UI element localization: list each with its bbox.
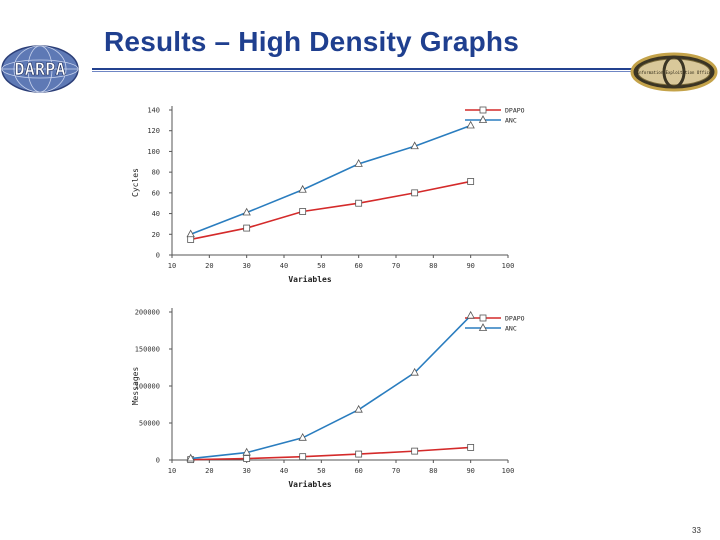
legend-label-anc: ANC	[505, 325, 517, 333]
data-point-anc	[410, 141, 419, 150]
legend-marker	[479, 106, 487, 114]
x-tick-label: 40	[280, 262, 288, 270]
data-point-anc	[354, 159, 363, 167]
data-point-dpapo	[467, 444, 475, 451]
y-tick-label: 80	[152, 169, 160, 177]
data-point-dpapo	[411, 189, 419, 197]
y-tick-label: 120	[147, 127, 160, 135]
legend-marker	[479, 314, 487, 322]
ixo-seal-logo: Information Exploitation Office	[630, 52, 718, 92]
x-tick-label: 10	[168, 467, 176, 475]
x-tick-label: 90	[466, 467, 474, 475]
data-point-anc	[298, 184, 307, 193]
legend-label-anc: ANC	[505, 117, 517, 125]
y-axis-label: Cycles	[131, 168, 140, 197]
y-tick-label: 40	[152, 210, 160, 218]
data-point-dpapo	[411, 447, 419, 455]
x-tick-label: 10	[168, 262, 176, 270]
title-divider	[92, 68, 632, 70]
data-point-anc	[186, 453, 195, 462]
data-point-dpapo	[187, 236, 195, 243]
legend-marker	[478, 323, 488, 331]
darpa-logo: DARPA	[1, 45, 79, 93]
legend-label-dpapo: DPAPO	[505, 315, 525, 323]
x-tick-label: 70	[392, 262, 400, 270]
y-tick-label: 200000	[135, 309, 160, 317]
slide-title: Results – High Density Graphs	[104, 26, 520, 57]
y-tick-label: 100	[147, 148, 160, 156]
y-tick-label: 20	[152, 231, 160, 239]
x-tick-label: 30	[242, 262, 250, 270]
series-line-dpapo	[190, 446, 471, 461]
series-line-dpapo	[190, 180, 471, 241]
data-point-dpapo	[299, 208, 307, 215]
title-divider-secondary	[92, 71, 632, 72]
data-point-anc	[466, 310, 475, 319]
cycles-chart: 0 20 40 60 80 100 120 140 10 20 30 40 50 60 70 80 90 100 V…	[131, 106, 525, 284]
x-tick-label: 20	[205, 467, 213, 475]
x-tick-label: 90	[466, 262, 474, 270]
x-tick-label: 60	[354, 467, 362, 475]
x-tick-label: 40	[280, 467, 288, 475]
data-point-anc	[242, 447, 251, 456]
y-axis-label: Messages	[131, 367, 140, 406]
y-tick-label: 100000	[135, 383, 160, 391]
data-point-dpapo	[243, 455, 251, 462]
data-point-anc	[466, 120, 475, 129]
series-line-anc	[190, 315, 472, 460]
y-tick-label: 50000	[139, 420, 160, 428]
legend-label-dpapo: DPAPO	[505, 107, 525, 115]
x-tick-label: 50	[317, 262, 325, 270]
y-tick-label: 60	[152, 189, 160, 197]
x-tick-label: 80	[429, 467, 437, 475]
y-tick-label: 0	[156, 457, 160, 465]
x-tick-label: 80	[429, 262, 437, 270]
y-tick-label: 150000	[135, 346, 160, 354]
series-line-anc	[190, 124, 471, 236]
data-point-anc	[242, 207, 251, 216]
ixo-logo-text: Information Exploitation Office	[637, 70, 712, 75]
data-point-dpapo	[467, 178, 475, 185]
x-tick-label: 100	[502, 467, 515, 475]
x-tick-label: 70	[392, 467, 400, 475]
data-point-anc	[410, 367, 419, 376]
x-tick-label: 20	[205, 262, 213, 270]
legend-marker	[478, 115, 488, 123]
data-point-dpapo	[355, 450, 363, 458]
page-number: 33	[692, 526, 701, 535]
y-tick-label: 140	[147, 107, 160, 115]
x-tick-label: 60	[354, 262, 362, 270]
data-point-dpapo	[243, 224, 251, 232]
x-tick-label: 50	[317, 467, 325, 475]
x-axis-label: Variables	[288, 479, 332, 489]
data-point-anc	[186, 229, 195, 238]
data-point-dpapo	[355, 199, 363, 207]
x-axis-label: Variables	[288, 274, 332, 284]
y-tick-label: 0	[156, 252, 160, 260]
x-tick-label: 100	[502, 262, 515, 270]
data-point-anc	[354, 404, 363, 413]
darpa-logo-text: DARPA	[14, 60, 65, 80]
data-point-dpapo	[299, 453, 307, 461]
data-point-anc	[298, 432, 307, 441]
messages-chart: 0 50000 100000 150000 200000 10 20 30 40 50 60 70 80…	[131, 308, 525, 489]
x-tick-label: 30	[242, 467, 250, 475]
